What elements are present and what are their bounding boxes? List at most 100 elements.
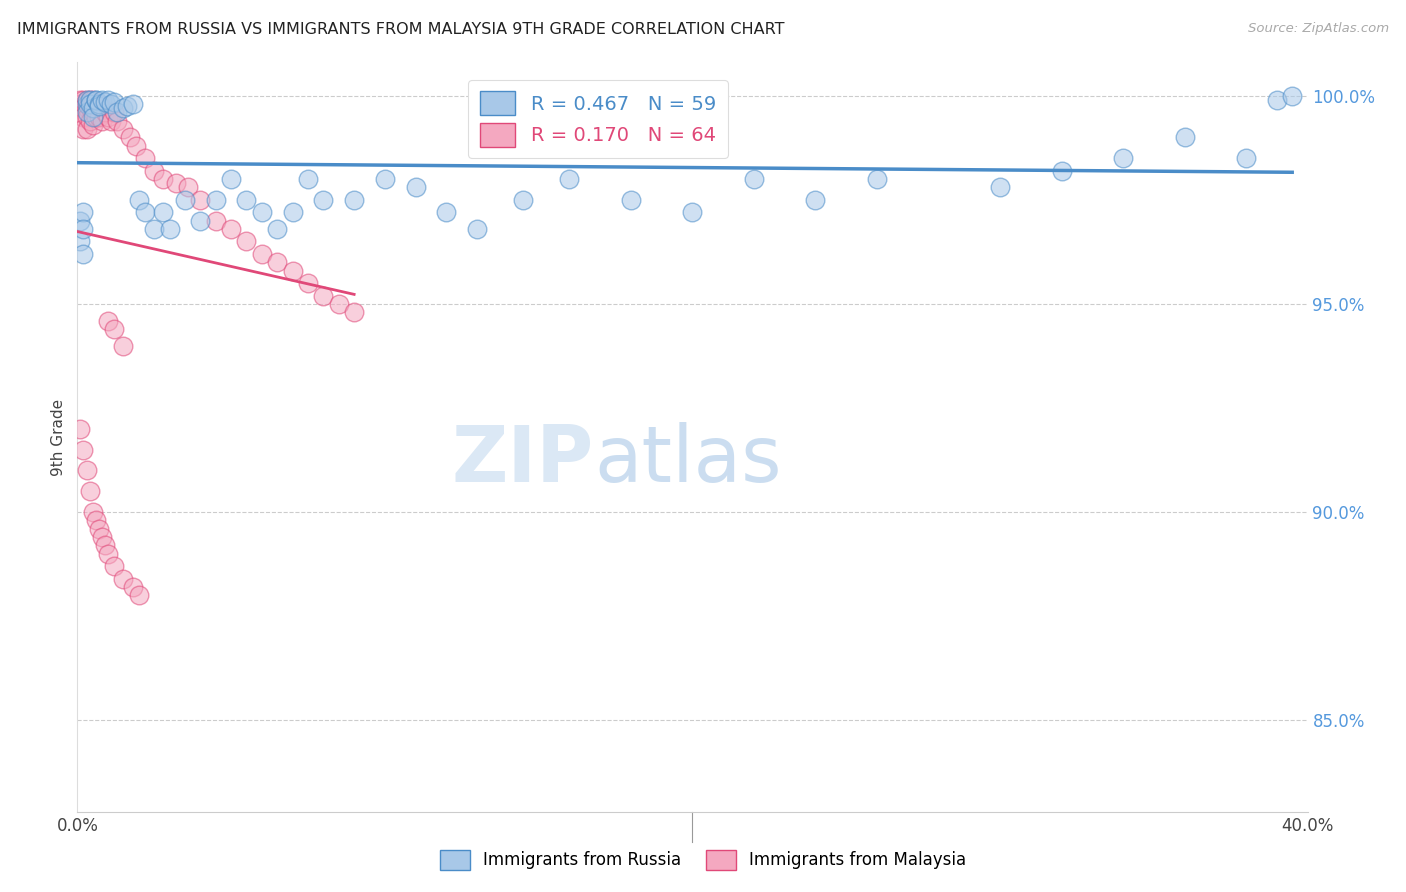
Point xyxy=(72,122,94,136)
Point xyxy=(69,213,91,227)
Point xyxy=(988,180,1011,194)
Point xyxy=(82,118,104,132)
Point xyxy=(72,247,94,261)
Legend: Immigrants from Russia, Immigrants from Malaysia: Immigrants from Russia, Immigrants from … xyxy=(433,843,973,877)
Point xyxy=(188,213,212,227)
Point xyxy=(112,572,135,586)
Point xyxy=(143,222,166,236)
Point xyxy=(1281,88,1303,103)
Point xyxy=(82,101,104,115)
Point xyxy=(84,93,107,107)
Point xyxy=(72,205,94,219)
Point xyxy=(76,93,98,107)
Point xyxy=(87,97,110,112)
Point xyxy=(100,113,122,128)
Point xyxy=(620,193,643,207)
Point xyxy=(94,105,117,120)
Point xyxy=(103,95,125,109)
Point xyxy=(134,205,156,219)
Point xyxy=(312,288,335,302)
Point xyxy=(94,95,117,109)
Point xyxy=(105,113,128,128)
Point xyxy=(219,172,242,186)
Point xyxy=(405,180,427,194)
Point xyxy=(97,110,120,124)
Point xyxy=(512,193,534,207)
Point xyxy=(84,110,107,124)
Point xyxy=(87,522,110,536)
Point xyxy=(72,93,94,107)
Point xyxy=(72,222,94,236)
Point xyxy=(103,559,125,574)
Point xyxy=(804,193,827,207)
Point xyxy=(266,255,288,269)
Point xyxy=(1174,130,1197,145)
Point xyxy=(235,235,257,249)
Point xyxy=(69,422,91,436)
Point xyxy=(1234,151,1257,165)
Point xyxy=(115,99,138,113)
Point xyxy=(281,263,304,277)
Point xyxy=(84,97,107,112)
Point xyxy=(177,180,200,194)
Point xyxy=(87,99,110,113)
Point xyxy=(82,110,104,124)
Point xyxy=(152,205,174,219)
Point xyxy=(112,101,135,115)
Point xyxy=(90,101,114,115)
Point xyxy=(235,193,257,207)
Point xyxy=(84,93,107,107)
Point xyxy=(250,205,273,219)
Point xyxy=(76,105,98,120)
Point xyxy=(69,235,91,249)
Point xyxy=(69,97,91,112)
Point xyxy=(82,105,104,120)
Point xyxy=(79,97,101,112)
Point xyxy=(97,547,120,561)
Point xyxy=(79,113,101,128)
Point xyxy=(72,101,94,115)
Point xyxy=(1050,163,1073,178)
Point xyxy=(128,193,150,207)
Point xyxy=(266,222,288,236)
Point xyxy=(465,222,488,236)
Text: atlas: atlas xyxy=(595,422,782,498)
Point xyxy=(204,213,226,227)
Point xyxy=(742,172,765,186)
Point xyxy=(281,205,304,219)
Text: IMMIGRANTS FROM RUSSIA VS IMMIGRANTS FROM MALAYSIA 9TH GRADE CORRELATION CHART: IMMIGRANTS FROM RUSSIA VS IMMIGRANTS FRO… xyxy=(17,22,785,37)
Point xyxy=(79,93,101,107)
Point xyxy=(69,105,91,120)
Point xyxy=(204,193,226,207)
Point xyxy=(250,247,273,261)
Point xyxy=(174,193,197,207)
Point xyxy=(103,322,125,336)
Point xyxy=(343,193,366,207)
Point xyxy=(165,176,187,190)
Point xyxy=(134,151,156,165)
Point xyxy=(97,93,120,107)
Point xyxy=(79,93,101,107)
Point xyxy=(219,222,242,236)
Point xyxy=(100,97,122,112)
Point xyxy=(90,113,114,128)
Y-axis label: 9th Grade: 9th Grade xyxy=(51,399,66,475)
Point xyxy=(682,205,704,219)
Point xyxy=(90,530,114,544)
Point xyxy=(1112,151,1135,165)
Point xyxy=(90,93,114,107)
Point xyxy=(159,222,181,236)
Point xyxy=(87,97,110,112)
Point xyxy=(94,538,117,552)
Point xyxy=(118,130,141,145)
Point xyxy=(121,97,143,112)
Point xyxy=(312,193,335,207)
Point xyxy=(143,163,166,178)
Point xyxy=(343,305,366,319)
Point xyxy=(76,122,98,136)
Point xyxy=(84,513,107,527)
Point xyxy=(87,110,110,124)
Point xyxy=(76,101,98,115)
Point xyxy=(328,297,350,311)
Point xyxy=(152,172,174,186)
